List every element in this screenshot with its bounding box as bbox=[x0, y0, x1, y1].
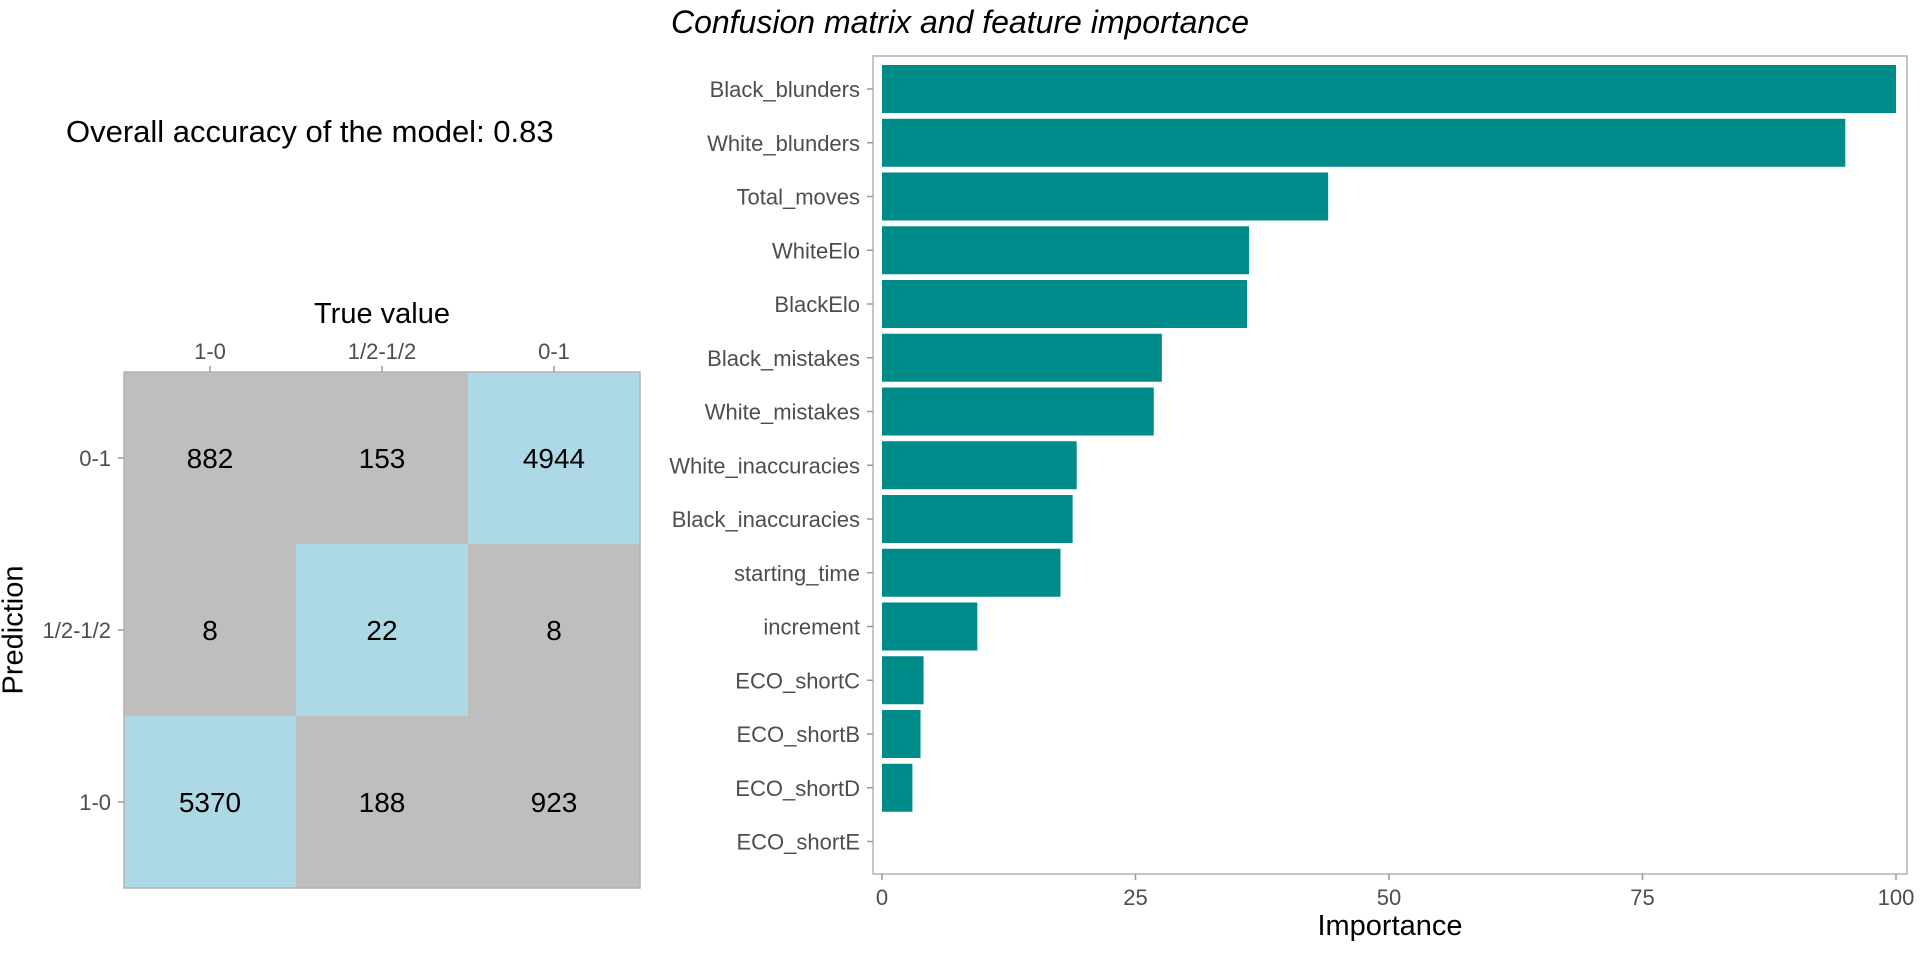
importance-bar bbox=[882, 65, 1896, 113]
importance-category-label: Black_blunders bbox=[710, 77, 860, 102]
confusion-cell-value: 4944 bbox=[523, 443, 585, 474]
importance-category-label: ECO_shortE bbox=[737, 830, 861, 855]
importance-bar bbox=[882, 763, 913, 812]
importance-category-label: WhiteElo bbox=[772, 238, 860, 263]
importance-bar bbox=[882, 118, 1846, 167]
importance-category-label: White_inaccuracies bbox=[669, 453, 860, 478]
importance-x-axis-title: Importance bbox=[1317, 910, 1463, 942]
confusion-cell bbox=[124, 716, 296, 888]
confusion-cell-value: 923 bbox=[531, 787, 578, 818]
importance-category-label: ECO_shortB bbox=[737, 722, 861, 747]
confusion-x-axis-title: True value bbox=[314, 298, 450, 330]
confusion-x-tick-label: 1/2-1/2 bbox=[348, 339, 417, 364]
confusion-cell bbox=[124, 372, 296, 544]
importance-category-label: increment bbox=[763, 615, 860, 640]
importance-bar bbox=[882, 226, 1250, 275]
confusion-cell bbox=[468, 544, 640, 716]
confusion-x-tick-label: 0-1 bbox=[538, 339, 570, 364]
confusion-cell bbox=[296, 716, 468, 888]
confusion-cell bbox=[296, 372, 468, 544]
importance-x-tick-label: 50 bbox=[1377, 885, 1401, 910]
importance-x-tick-label: 0 bbox=[876, 885, 888, 910]
confusion-cell bbox=[468, 716, 640, 888]
importance-bar bbox=[882, 710, 921, 758]
figure-title: Confusion matrix and feature importance bbox=[670, 4, 1250, 40]
importance-x-tick-label: 25 bbox=[1123, 885, 1147, 910]
importance-category-label: Black_mistakes bbox=[707, 346, 860, 371]
importance-bar bbox=[882, 172, 1329, 221]
confusion-cell-value: 153 bbox=[359, 443, 406, 474]
confusion-cell bbox=[296, 544, 468, 716]
importance-category-label: ECO_shortD bbox=[735, 776, 860, 801]
confusion-y-tick-label: 1-0 bbox=[79, 790, 111, 815]
importance-category-label: ECO_shortC bbox=[735, 668, 860, 693]
importance-category-label: White_mistakes bbox=[705, 400, 860, 425]
importance-bar bbox=[882, 602, 978, 651]
importance-bar bbox=[882, 280, 1248, 328]
confusion-cell-value: 8 bbox=[202, 615, 218, 646]
importance-bar bbox=[882, 333, 1162, 382]
confusion-cell bbox=[124, 544, 296, 716]
confusion-cell-value: 188 bbox=[359, 787, 406, 818]
importance-category-label: BlackElo bbox=[774, 292, 860, 317]
importance-bar bbox=[882, 387, 1154, 436]
importance-category-label: Total_moves bbox=[736, 185, 860, 210]
confusion-x-tick-label: 1-0 bbox=[194, 339, 226, 364]
confusion-y-tick-label: 0-1 bbox=[79, 446, 111, 471]
importance-category-label: White_blunders bbox=[707, 131, 860, 156]
importance-bar bbox=[882, 441, 1077, 490]
confusion-cell bbox=[468, 372, 640, 544]
feature-importance-chart: Black_blunders White_blunders Total_moves W… bbox=[669, 55, 1915, 910]
importance-bar bbox=[882, 495, 1073, 543]
accuracy-label: Overall accuracy of the model: 0.83 bbox=[66, 114, 554, 149]
confusion-cell-value: 22 bbox=[366, 615, 397, 646]
importance-x-tick-label: 100 bbox=[1878, 885, 1915, 910]
importance-category-label: Black_inaccuracies bbox=[672, 507, 860, 532]
confusion-cell-value: 8 bbox=[546, 615, 562, 646]
confusion-y-tick-label: 1/2-1/2 bbox=[43, 618, 112, 643]
confusion-cell-value: 5370 bbox=[179, 787, 241, 818]
confusion-matrix: 882 153 4944 8 22 8 5370 188 923 1-0 1/2-1/2 0-1 0-1… bbox=[43, 339, 641, 889]
importance-bar bbox=[882, 656, 924, 705]
confusion-cell-value: 882 bbox=[187, 443, 234, 474]
importance-x-tick-label: 75 bbox=[1630, 885, 1654, 910]
importance-bar bbox=[882, 548, 1061, 597]
importance-category-label: starting_time bbox=[734, 561, 860, 586]
